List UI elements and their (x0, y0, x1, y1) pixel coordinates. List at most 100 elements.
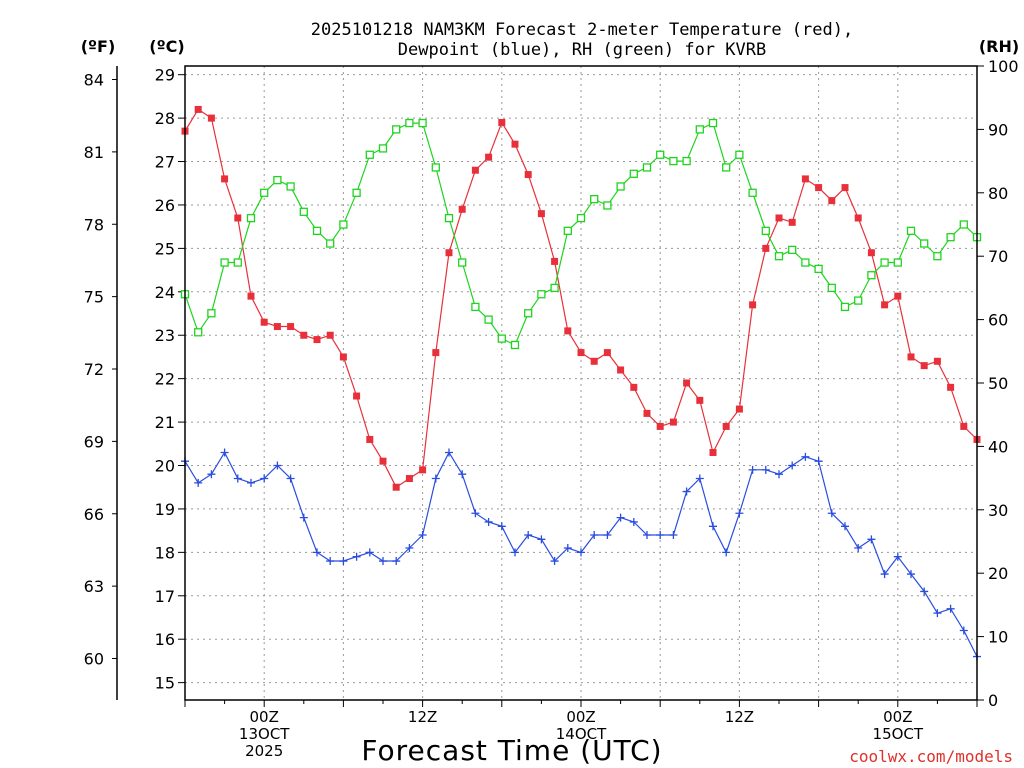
data-point (643, 530, 651, 539)
data-point (841, 522, 849, 531)
data-point (840, 302, 850, 312)
celsius-tick-label: 16 (155, 630, 175, 649)
data-point (722, 548, 731, 557)
data-point (524, 309, 533, 318)
rh-unit-label: (RH) (979, 37, 1019, 56)
fahrenheit-axis: 84 81 78 75 72 69 66 63 60 (84, 71, 117, 669)
data-point (881, 301, 889, 309)
data-point (906, 226, 916, 235)
data-point (431, 163, 440, 172)
data-point (867, 271, 876, 280)
data-point (880, 258, 889, 267)
data-point (629, 169, 638, 178)
data-point (365, 150, 374, 159)
data-point (550, 557, 559, 566)
data-point (207, 309, 216, 318)
data-point (788, 245, 797, 255)
data-point (233, 258, 242, 267)
data-point (234, 214, 242, 222)
time-tick-label: 00Z (250, 708, 279, 726)
celsius-tick-label: 25 (155, 239, 175, 258)
data-point (801, 175, 809, 183)
data-point (524, 530, 533, 539)
data-point (959, 220, 968, 229)
data-point (326, 331, 334, 339)
data-point (748, 188, 757, 197)
data-point (524, 171, 532, 179)
data-point (392, 557, 401, 566)
data-point (735, 509, 744, 518)
data-point (419, 466, 427, 474)
data-point (920, 587, 929, 596)
data-point (194, 478, 203, 487)
data-point (696, 396, 704, 404)
data-point (537, 290, 546, 299)
data-point (498, 118, 506, 126)
data-point (630, 383, 638, 391)
data-point (312, 226, 322, 235)
data-point (471, 509, 480, 518)
data-point (366, 435, 374, 443)
rh-tick-label: 50 (988, 374, 1008, 393)
data-point (379, 457, 387, 465)
data-point (815, 184, 823, 192)
data-point (445, 448, 453, 457)
gridlines (185, 66, 977, 700)
data-point (695, 474, 704, 483)
data-point (946, 233, 955, 242)
data-point (339, 557, 348, 566)
data-point (749, 301, 757, 309)
data-point (854, 296, 863, 305)
fahrenheit-tick-label: 81 (84, 143, 104, 162)
data-point (682, 487, 691, 496)
data-point (458, 258, 467, 267)
data-point (418, 118, 427, 128)
data-point (352, 552, 361, 561)
data-point (550, 283, 559, 293)
rh-tick-label: 20 (988, 564, 1008, 583)
data-point (313, 336, 321, 344)
data-point (735, 405, 743, 413)
data-point (564, 327, 572, 335)
data-point (405, 544, 414, 553)
celsius-axis: 29 28 27 26 25 24 23 22 21 20 19 18 17 16 15 (155, 66, 185, 693)
data-point (880, 570, 889, 579)
data-point (299, 513, 308, 522)
data-point (933, 252, 942, 261)
data-point (867, 249, 875, 257)
data-point (656, 150, 665, 159)
data-point (260, 188, 269, 197)
data-point (233, 474, 242, 483)
data-point (894, 292, 902, 300)
data-point (801, 258, 810, 267)
series-2-meter-temperature (181, 105, 981, 491)
data-point (828, 197, 836, 205)
data-point (642, 163, 652, 172)
chart-title-line1: 2025101218 NAM3KM Forecast 2-meter Tempe… (311, 20, 853, 40)
data-point (471, 302, 480, 312)
data-point (286, 182, 295, 191)
data-point (827, 509, 836, 518)
data-point (326, 557, 335, 566)
data-point (273, 175, 282, 185)
data-point (458, 205, 466, 213)
rh-tick-label: 30 (988, 501, 1008, 520)
source-credit: coolwx.com/models (849, 747, 1013, 766)
data-point (563, 226, 572, 235)
data-point (431, 474, 440, 483)
rh-tick-label: 10 (988, 628, 1008, 647)
data-point (300, 331, 308, 339)
series-dewpoint (181, 448, 981, 661)
data-point (669, 156, 678, 166)
data-point (220, 258, 229, 267)
data-point (432, 349, 440, 357)
data-point (629, 517, 638, 526)
data-point (458, 470, 467, 479)
data-point (960, 422, 968, 430)
celsius-tick-label: 15 (155, 674, 175, 693)
celsius-tick-label: 21 (155, 413, 175, 432)
data-point (339, 220, 348, 229)
